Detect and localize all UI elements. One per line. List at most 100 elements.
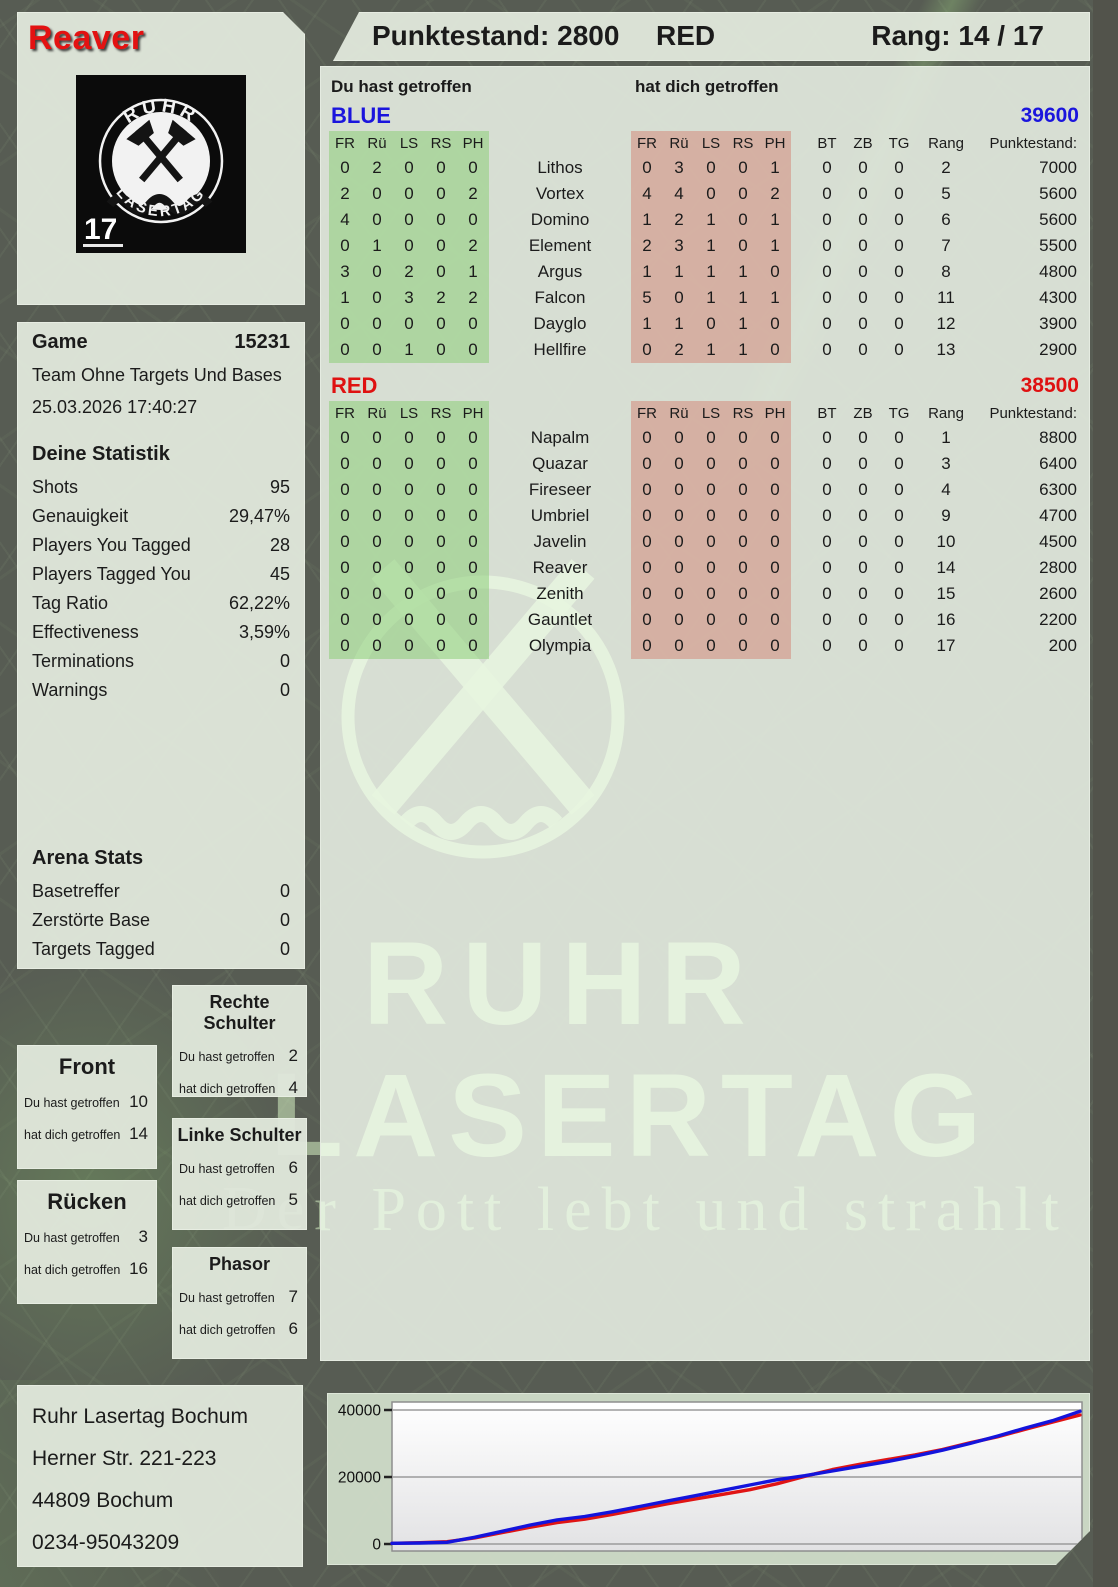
hits-them-cell: 0 (663, 503, 695, 529)
spacer (791, 607, 809, 633)
rank-cell: 7 (941, 236, 951, 255)
hits-you-cell: 0 (425, 311, 457, 337)
bt-cell: 0 (822, 506, 832, 525)
axis-tick-label: 40000 (338, 1403, 381, 1420)
hits-you-cell: 0 (457, 155, 489, 181)
col-header: Rü (663, 401, 695, 425)
zb-cell: 0 (858, 480, 868, 499)
hits-you-cell: 0 (361, 425, 393, 451)
bt-cell: 0 (822, 584, 832, 603)
hits-them-cell: 0 (759, 477, 791, 503)
hits-them-cell: 0 (631, 477, 663, 503)
col-header: BT (817, 134, 837, 152)
arena-stats-rows: Basetreffer 0 Zerstörte Base 0 Targets Tagge… (32, 877, 290, 964)
col-header: TG (888, 134, 910, 152)
hits-you-cell: 2 (329, 181, 361, 207)
hits-you-cell: 0 (457, 337, 489, 363)
hits-them-cell: 0 (663, 425, 695, 451)
spacer (791, 311, 809, 337)
table-header-row: FR Rü LS RS PH FR Rü LS RS PH BT ZB TG Rang Punktestan… (329, 401, 1083, 425)
score-line-blue (392, 1411, 1080, 1543)
hits-value: 16 (129, 1259, 148, 1278)
tg-cell: 0 (894, 558, 904, 577)
col-header: LS (393, 401, 425, 425)
hits-them-cell: 2 (663, 337, 695, 363)
rank-cell: 6 (941, 210, 951, 229)
col-header: TG (888, 404, 910, 422)
hits-them-cell: 1 (759, 285, 791, 311)
hits-them-cell: 0 (663, 633, 695, 659)
venue-city: 44809 Bochum (32, 1489, 174, 1512)
col-header: Rü (361, 131, 393, 155)
stats-panel: Game 15231 Team Ohne Targets Und Bases 2… (17, 322, 305, 969)
score-cell: 3900 (1039, 314, 1077, 333)
bt-cell: 0 (822, 558, 832, 577)
hits-them-cell: 0 (727, 425, 759, 451)
hits-you-cell: 2 (457, 181, 489, 207)
spacer (791, 181, 809, 207)
tg-cell: 0 (894, 584, 904, 603)
hits-them-cell: 5 (631, 285, 663, 311)
hits-you-cell: 0 (361, 181, 393, 207)
col-header (791, 131, 809, 155)
bt-cell: 0 (822, 314, 832, 333)
hits-you-cell: 0 (361, 259, 393, 285)
zb-cell: 0 (858, 184, 868, 203)
hits-you-cell: 0 (329, 477, 361, 503)
col-header (791, 401, 809, 425)
hits-them-cell: 1 (727, 337, 759, 363)
player-name-cell: Falcon (534, 288, 586, 307)
hits-them-cell: 0 (759, 633, 791, 659)
crossed-hammers-icon (126, 120, 195, 190)
hits-them-cell: 0 (759, 259, 791, 285)
rank-cell: 12 (936, 314, 956, 333)
col-header: LS (695, 401, 727, 425)
hits-you-cell: 0 (361, 451, 393, 477)
player-name-cell: Umbriel (530, 506, 590, 525)
score-cell: 8800 (1039, 428, 1077, 447)
player-name-cell: Fireseer (528, 480, 592, 499)
hits-them-cell: 1 (631, 311, 663, 337)
hits-you-cell: 0 (425, 207, 457, 233)
watermark-lasertag: LASERTAG (320, 1050, 992, 1182)
hits-you-cell: 0 (361, 207, 393, 233)
tg-cell: 0 (894, 262, 904, 281)
hits-them-cell: 0 (631, 633, 663, 659)
hits-them-cell: 1 (695, 285, 727, 311)
score-cell: 4800 (1039, 262, 1077, 281)
tg-cell: 0 (894, 480, 904, 499)
hits-you-cell: 0 (425, 337, 457, 363)
stat-row: Tag Ratio 62,22% (32, 589, 290, 618)
hits-them-cell: 0 (695, 503, 727, 529)
col-header: Rang (928, 404, 964, 422)
bt-cell: 0 (822, 480, 832, 499)
col-header: ZB (853, 134, 873, 152)
team-table-blue: BLUE 39600 FR Rü LS RS PH FR Rü LS RS PH BT ZB TG Rang P… (329, 101, 1083, 363)
hits-you-cell: 0 (393, 233, 425, 259)
venue-name: Ruhr Lasertag Bochum (32, 1405, 248, 1428)
col-header: RS (425, 401, 457, 425)
hits-them-cell: 0 (663, 451, 695, 477)
tg-cell: 0 (894, 184, 904, 203)
bt-cell: 0 (822, 288, 832, 307)
col-header: Punktestand: (989, 404, 1077, 422)
stat-label: Genauigkeit (32, 506, 129, 526)
hits-you-cell: 0 (329, 633, 361, 659)
hits-you-cell: 0 (361, 503, 393, 529)
column-label-hit-you: hat dich getroffen (635, 77, 779, 96)
hits-them-cell: 1 (759, 233, 791, 259)
hits-you-cell: 2 (361, 155, 393, 181)
hits-you-cell: 0 (425, 529, 457, 555)
score-cell: 7000 (1039, 158, 1077, 177)
zb-cell: 0 (858, 636, 868, 655)
rank-cell: 5 (941, 184, 951, 203)
hits-you-cell: 0 (393, 529, 425, 555)
zb-cell: 0 (858, 428, 868, 447)
zb-cell: 0 (858, 158, 868, 177)
hits-you-cell: 0 (361, 633, 393, 659)
game-id: 15231 (234, 331, 290, 353)
col-header: Rü (663, 131, 695, 155)
stat-label: Basetreffer (32, 881, 120, 901)
score-cell: 2200 (1039, 610, 1077, 629)
hits-you-cell: 0 (329, 337, 361, 363)
